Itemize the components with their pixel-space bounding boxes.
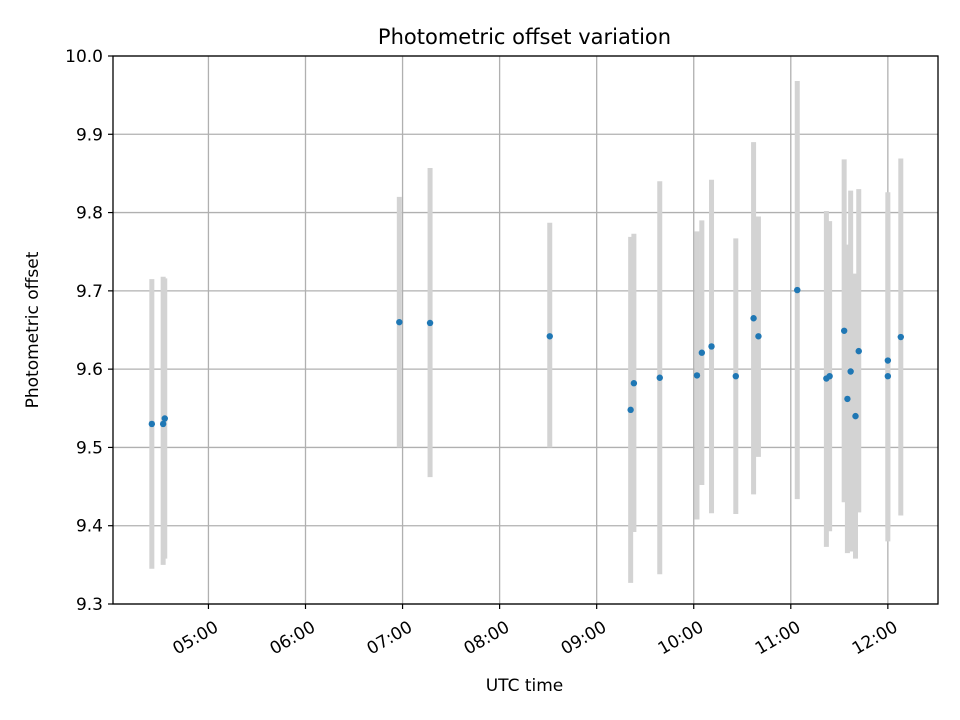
x-tick-label: 06:00 <box>267 617 319 659</box>
grid <box>113 55 938 605</box>
data-point <box>698 349 706 356</box>
data-point <box>148 420 156 428</box>
y-tick-label: 9.4 <box>76 517 103 537</box>
data-point <box>840 327 848 334</box>
y-axis-ticks: 9.3 9.4 9.5 9.6 9.7 9.8 9.9 10.0 <box>65 47 113 615</box>
data-point <box>627 406 634 414</box>
data-point <box>693 372 701 379</box>
x-tick-label: 07:00 <box>364 617 416 659</box>
x-tick-label: 08:00 <box>461 617 513 659</box>
data-point <box>855 347 862 355</box>
data-point <box>847 368 854 375</box>
data-point <box>159 420 167 428</box>
x-tick-label: 09:00 <box>558 617 610 659</box>
data-points <box>148 286 904 428</box>
y-tick-label: 9.3 <box>76 595 103 615</box>
x-tick-label: 12:00 <box>849 617 901 659</box>
y-tick-label: 10.0 <box>65 47 103 67</box>
data-point <box>884 372 892 380</box>
y-tick-label: 9.6 <box>76 360 103 380</box>
y-tick-label: 9.5 <box>76 438 103 458</box>
x-tick-label: 11:00 <box>752 617 804 659</box>
data-point <box>844 395 851 403</box>
y-tick-label: 9.9 <box>76 125 103 145</box>
data-point <box>396 318 403 326</box>
chart-title: Photometric offset variation <box>378 25 671 49</box>
data-point <box>750 315 757 322</box>
data-point <box>897 333 904 341</box>
y-tick-label: 9.8 <box>76 204 103 224</box>
data-point <box>884 357 892 364</box>
x-tick-label: 10:00 <box>655 617 707 659</box>
y-tick-label: 9.7 <box>76 282 103 302</box>
data-point <box>852 412 859 420</box>
x-axis-ticks: 05:00 06:00 07:00 08:00 09:00 10:00 11:00 12:00 <box>170 604 901 659</box>
x-tick-label: 05:00 <box>170 617 222 659</box>
error-bars <box>149 81 904 583</box>
data-point <box>755 333 762 340</box>
y-axis-title: Photometric offset <box>23 251 43 408</box>
data-point <box>826 372 833 380</box>
data-point <box>161 415 168 422</box>
data-point <box>426 319 434 327</box>
data-point <box>794 286 801 294</box>
data-point <box>546 333 553 340</box>
data-point <box>630 380 638 387</box>
data-point <box>708 343 715 350</box>
plot-frame <box>112 55 939 605</box>
data-point <box>656 374 663 381</box>
data-point <box>732 372 739 380</box>
x-axis-title: UTC time <box>486 676 564 696</box>
